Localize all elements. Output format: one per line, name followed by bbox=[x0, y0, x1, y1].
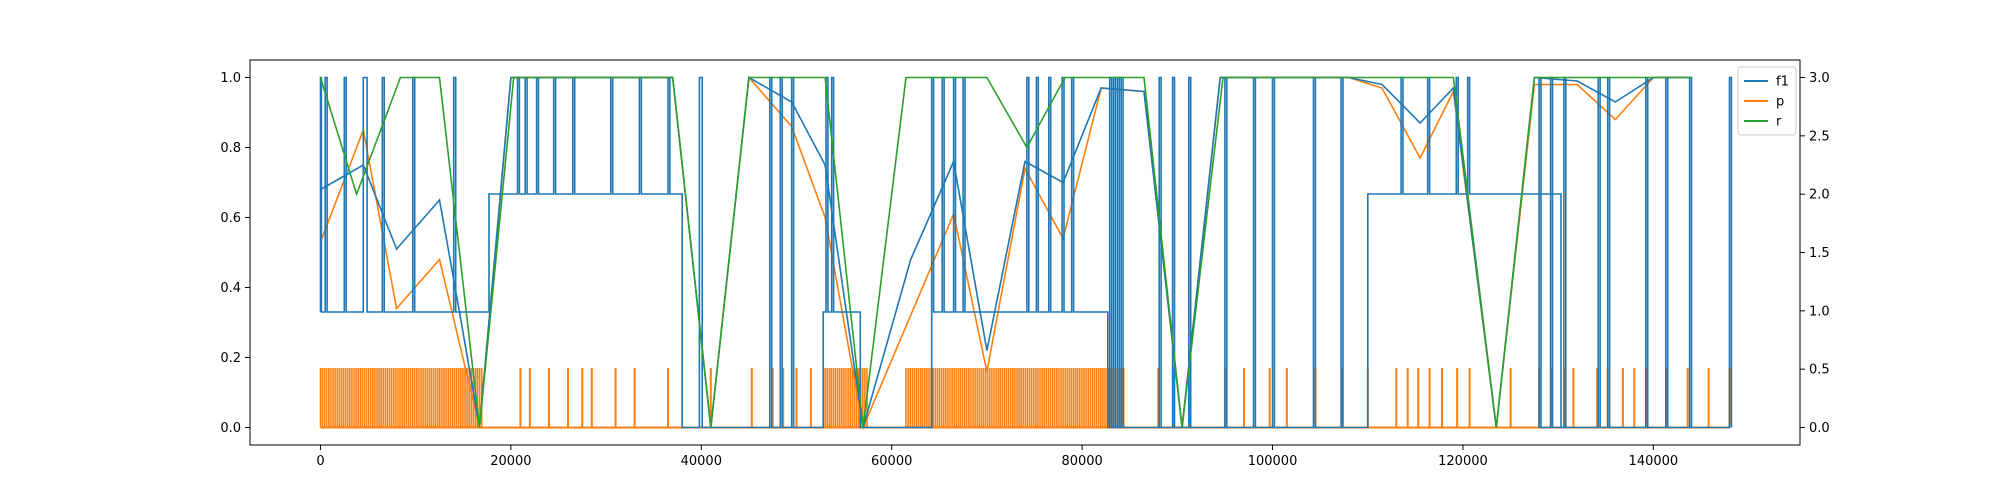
y-tick-right-label-1: 0.5 bbox=[1809, 363, 1830, 378]
legend-label-f1: f1 bbox=[1776, 75, 1789, 90]
series-p-dense-2 bbox=[905, 368, 1125, 428]
y-axis-right: 0.0 0.5 1.0 1.5 2.0 2.5 3.0 bbox=[1800, 71, 1830, 436]
series-p-dense-0 bbox=[319, 368, 483, 428]
y-tick-left-label-5: 1.0 bbox=[220, 71, 241, 86]
y-tick-right-label-0: 0.0 bbox=[1809, 421, 1830, 436]
y-tick-right-label-6: 3.0 bbox=[1809, 71, 1830, 86]
x-tick-label-7: 140000 bbox=[1629, 454, 1679, 469]
x-axis: 0 20000 40000 60000 80000 100000 120000 140000 bbox=[316, 445, 1678, 469]
series-layer bbox=[319, 75, 1733, 431]
series-f1-step bbox=[319, 76, 1733, 429]
y-tick-right-label-5: 2.5 bbox=[1809, 129, 1830, 144]
y-tick-left-label-1: 0.2 bbox=[220, 351, 241, 366]
y-tick-left-label-2: 0.4 bbox=[220, 281, 241, 296]
x-tick-label-1: 20000 bbox=[490, 454, 531, 469]
y-tick-left-label-3: 0.6 bbox=[220, 211, 241, 226]
x-tick-label-5: 100000 bbox=[1248, 454, 1298, 469]
x-tick-label-0: 0 bbox=[316, 454, 324, 469]
x-tick-label-2: 40000 bbox=[681, 454, 722, 469]
legend: f1 pr bbox=[1737, 66, 1797, 136]
x-tick-label-3: 60000 bbox=[871, 454, 912, 469]
y-axis-left: 0.0 0.2 0.4 0.6 0.8 1.0 bbox=[220, 71, 250, 436]
x-tick-label-4: 80000 bbox=[1061, 454, 1102, 469]
y-tick-left-label-4: 0.8 bbox=[220, 141, 241, 156]
x-tick-label-6: 120000 bbox=[1438, 454, 1488, 469]
y-tick-right-label-2: 1.0 bbox=[1809, 304, 1830, 319]
legend-label-r: r bbox=[1776, 115, 1782, 130]
y-tick-right-label-3: 1.5 bbox=[1809, 246, 1830, 261]
y-tick-right-label-4: 2.0 bbox=[1809, 188, 1830, 203]
series-r bbox=[319, 76, 1692, 428]
legend-label-p: p bbox=[1776, 95, 1784, 110]
y-tick-left-label-0: 0.0 bbox=[220, 421, 241, 436]
